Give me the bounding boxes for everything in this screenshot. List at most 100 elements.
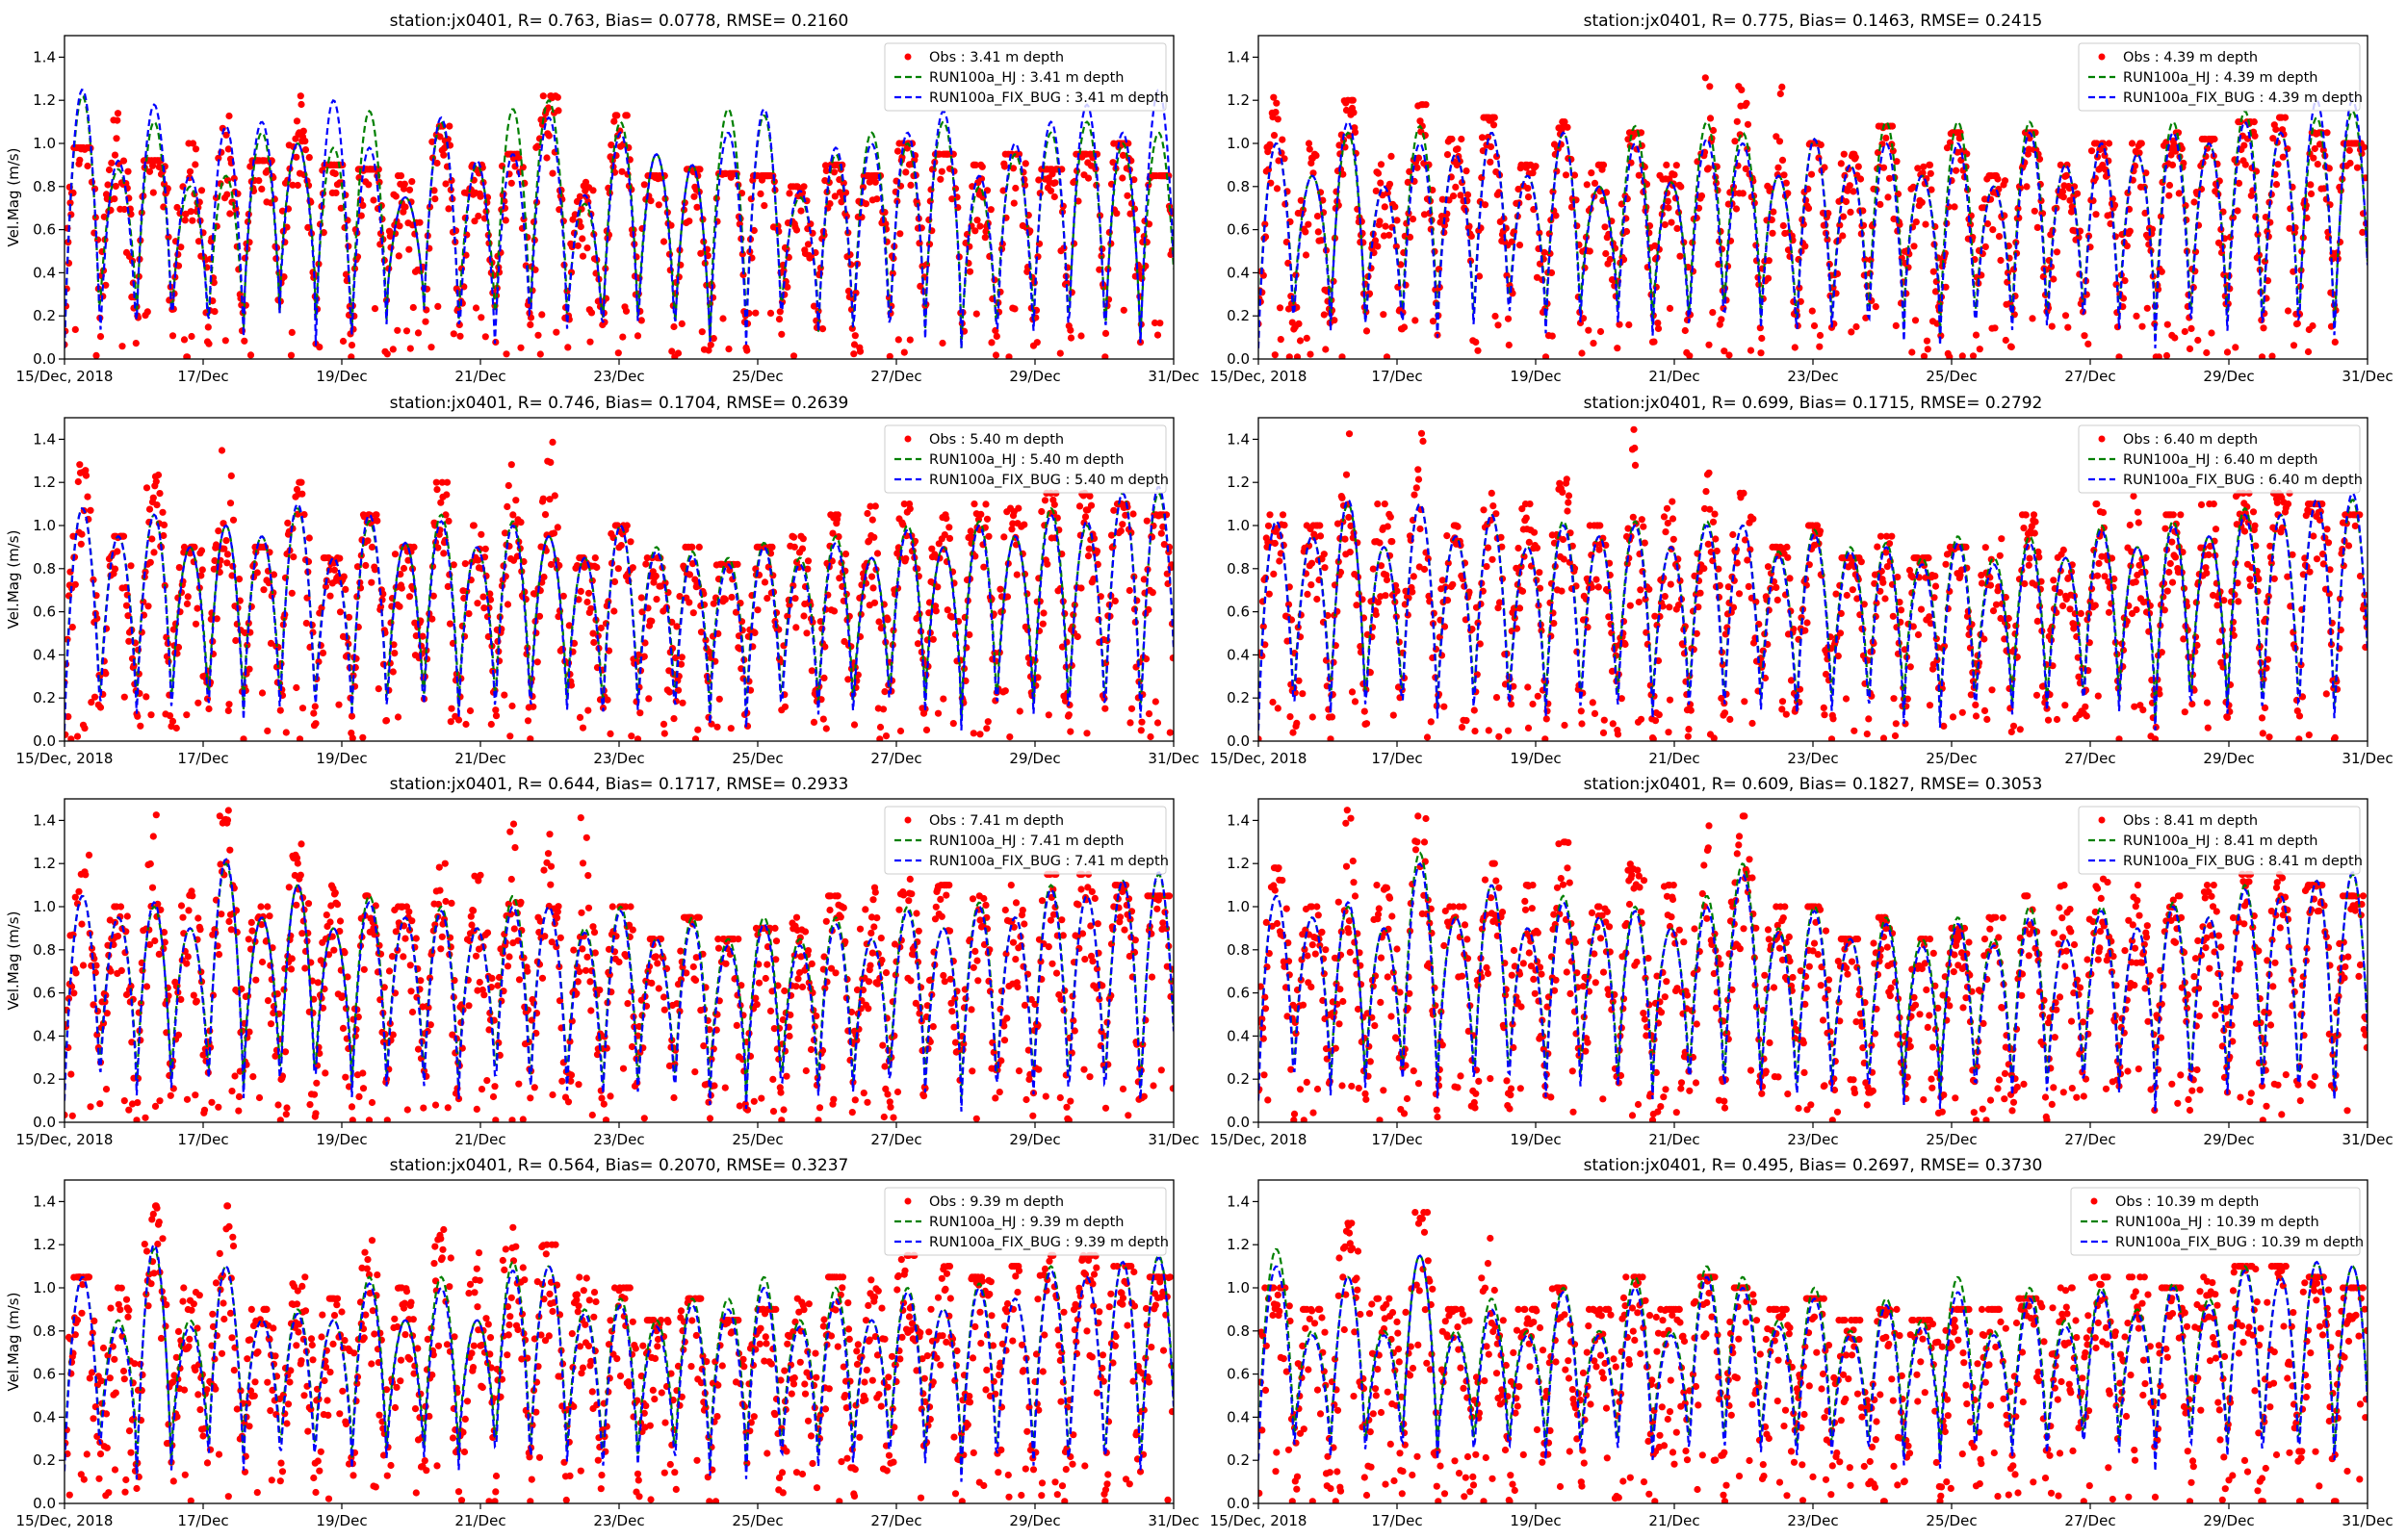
obs-point [446,620,454,628]
obs-point [660,238,668,245]
obs-point [865,537,873,545]
x-tick-label: 29/Dec [1009,750,1060,767]
obs-point [830,607,839,615]
obs-point [1266,141,1274,148]
obs-point [1041,497,1049,504]
obs-point [428,615,436,623]
obs-point [298,490,306,498]
obs-point [436,133,444,141]
obs-point [1001,687,1009,695]
obs-point [1733,559,1741,567]
obs-point [1847,208,1854,216]
obs-point [688,543,696,552]
obs-point [1994,175,2002,183]
obs-point [1494,321,1502,329]
obs-point [1663,504,1671,512]
obs-point [922,726,931,734]
legend-obs-marker [2098,53,2106,61]
obs-point [538,311,546,319]
obs-point [1669,498,1676,505]
obs-point [71,325,79,333]
obs-point [391,551,400,558]
obs-point [889,270,896,277]
obs-point [1721,709,1729,717]
obs-point [871,178,879,186]
obs-point [2258,353,2266,359]
obs-point [77,540,85,548]
obs-point [1989,607,1998,615]
obs-point [502,217,509,224]
obs-point [1978,579,1986,587]
obs-point [2064,574,2073,581]
obs-point [697,629,706,636]
obs-point [456,332,464,340]
obs-point [1293,353,1302,359]
obs-point [1739,190,1747,197]
obs-point [1559,535,1567,544]
obs-point [1890,215,1898,223]
obs-point [1044,560,1051,568]
obs-point [629,564,636,572]
obs-point [187,208,194,216]
obs-point [1277,336,1284,344]
legend-box [884,42,1167,112]
obs-point [1773,133,1780,141]
obs-point [224,706,232,715]
obs-point [450,330,457,338]
obs-point [434,302,442,310]
obs-point [406,345,414,352]
obs-point [1673,224,1681,232]
obs-point [2135,561,2143,569]
obs-point [1548,332,1556,340]
x-tick-label: 29/Dec [2203,368,2254,385]
obs-point [2119,295,2128,302]
x-tick-label: 19/Dec [1510,368,1561,385]
obs-point [1039,620,1047,628]
obs-point [88,699,95,706]
obs-point [1602,249,1610,258]
obs-point [1517,563,1525,571]
obs-point [1411,491,1418,499]
obs-point [627,538,634,546]
obs-point [1989,226,1997,234]
obs-point [299,127,307,135]
obs-point [1494,604,1502,612]
obs-point [977,510,985,519]
obs-point [1718,316,1725,323]
obs-point [293,117,301,125]
obs-point [2058,188,2067,195]
obs-point [68,624,76,631]
obs-point [1454,523,1462,530]
obs-point [471,218,479,225]
obs-point [1972,331,1980,339]
obs-point [2325,165,2333,172]
obs-point [980,563,988,571]
x-tick-label: 31/Dec [1148,368,1199,385]
obs-point [1586,247,1593,255]
obs-point [653,596,660,603]
obs-point [1779,221,1787,230]
obs-point [73,732,82,740]
obs-point [375,685,382,693]
obs-point [2057,161,2064,168]
obs-point [1718,694,1725,703]
obs-point [319,649,327,657]
obs-point [296,735,304,741]
obs-point [1449,192,1458,200]
obs-point [1629,513,1637,521]
obs-point [1514,185,1522,193]
obs-point [834,511,841,519]
obs-point [1086,492,1094,500]
obs-point [1096,266,1103,273]
obs-point [1563,475,1570,483]
obs-point [2053,248,2061,256]
obs-point [1919,169,1927,177]
obs-point [533,658,541,666]
obs-point [1606,255,1614,264]
obs-point [1413,164,1421,171]
obs-point [245,619,252,628]
obs-point [875,618,883,626]
obs-point [879,706,888,713]
obs-point [1709,309,1717,317]
